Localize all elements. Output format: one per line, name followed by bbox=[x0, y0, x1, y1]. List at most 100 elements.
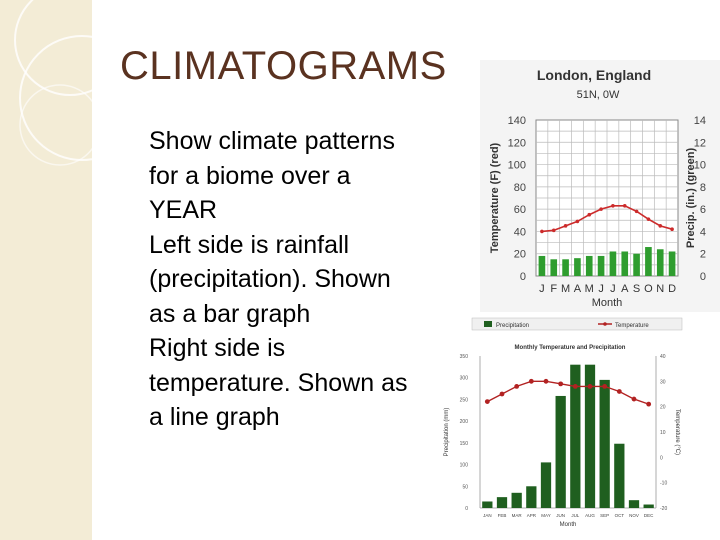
temperature-point bbox=[528, 378, 534, 384]
x-tick-label: O bbox=[644, 283, 653, 295]
right-tick-label: 0 bbox=[660, 455, 663, 461]
x-tick-label: OCT bbox=[615, 513, 625, 518]
right-tick-label: 10 bbox=[694, 160, 706, 172]
bullet-item: Right side is temperature. Shown as a li… bbox=[130, 331, 420, 435]
precip-bar bbox=[482, 501, 493, 508]
x-tick-label: N bbox=[656, 283, 664, 295]
x-tick-label: D bbox=[668, 283, 676, 295]
x-tick-label: MAY bbox=[541, 513, 550, 518]
left-tick-label: 100 bbox=[508, 160, 526, 172]
temperature-point bbox=[558, 381, 564, 387]
x-tick-label: AUG bbox=[585, 513, 595, 518]
temperature-point bbox=[646, 217, 651, 221]
legend-label-precipitation: Precipitation bbox=[496, 323, 529, 329]
x-tick-label: JUL bbox=[571, 513, 579, 518]
right-tick-label: 30 bbox=[660, 379, 666, 385]
left-tick-label: 300 bbox=[460, 376, 469, 382]
x-tick-label: SEP bbox=[600, 513, 609, 518]
y-axis-label-right: Precip. (in.) (green) bbox=[685, 148, 697, 249]
right-tick-label: 40 bbox=[660, 354, 666, 360]
left-tick-label: 150 bbox=[460, 441, 469, 447]
precip-bar bbox=[656, 249, 664, 276]
precip-bar bbox=[540, 462, 552, 508]
left-tick-label: 100 bbox=[460, 463, 469, 469]
chart-subtitle: 51N, 0W bbox=[577, 89, 620, 101]
left-tick-label: 20 bbox=[514, 249, 526, 261]
left-tick-label: 200 bbox=[460, 419, 469, 425]
temperature-point bbox=[646, 401, 652, 407]
right-tick-label: 12 bbox=[694, 137, 706, 149]
temperature-point bbox=[634, 209, 639, 214]
precip-bar bbox=[562, 259, 569, 276]
right-tick-label: -20 bbox=[660, 506, 667, 512]
y-axis-label-left: Precipitation (mm) bbox=[444, 408, 450, 457]
precip-bar bbox=[668, 251, 676, 276]
chart-title: London, England bbox=[537, 67, 651, 83]
right-tick-label: 14 bbox=[694, 115, 706, 127]
x-tick-label: NOV bbox=[629, 513, 639, 518]
left-tick-label: 120 bbox=[508, 137, 526, 149]
right-tick-label: 6 bbox=[700, 204, 706, 216]
right-tick-label: 20 bbox=[660, 405, 666, 411]
precip-bar bbox=[511, 492, 522, 508]
left-tick-label: 0 bbox=[465, 506, 468, 512]
precip-bar bbox=[599, 379, 610, 508]
temperature-point bbox=[484, 399, 490, 404]
temperature-line bbox=[487, 380, 649, 405]
precip-bar bbox=[584, 364, 596, 508]
bullet-list: Show climate patterns for a biome over a… bbox=[130, 124, 420, 435]
temperature-point bbox=[540, 229, 544, 234]
left-tick-label: 250 bbox=[460, 397, 469, 403]
precip-bar bbox=[550, 259, 558, 276]
x-axis-label: Month bbox=[560, 522, 577, 528]
left-tick-label: 40 bbox=[514, 226, 526, 238]
precip-bar bbox=[643, 504, 654, 508]
precip-bar bbox=[585, 255, 593, 276]
left-tick-label: 350 bbox=[460, 354, 469, 360]
bullet-item: Show climate patterns for a biome over a… bbox=[130, 124, 420, 228]
temperature-point bbox=[575, 219, 580, 224]
precip-bar bbox=[570, 364, 581, 508]
precip-bar bbox=[614, 443, 625, 508]
temperature-point bbox=[551, 228, 556, 233]
precip-bar bbox=[526, 486, 537, 508]
right-tick-label: -10 bbox=[660, 481, 667, 487]
bullet-text: Left side is rainfall (precipitation). S… bbox=[149, 230, 391, 328]
left-tick-label: 60 bbox=[514, 204, 526, 216]
chart-title: Monthly Temperature and Precipitation bbox=[515, 345, 626, 351]
x-tick-label: A bbox=[574, 283, 582, 295]
precip-bar bbox=[645, 247, 652, 276]
x-tick-label: JUN bbox=[556, 513, 565, 518]
temperature-point bbox=[631, 396, 637, 402]
x-tick-label: M bbox=[561, 283, 570, 295]
x-tick-label: J bbox=[610, 283, 616, 295]
temperature-point bbox=[587, 212, 592, 217]
precip-bar bbox=[555, 395, 566, 508]
temperature-point bbox=[670, 227, 674, 231]
x-tick-label: J bbox=[598, 283, 604, 295]
temperature-point bbox=[622, 204, 627, 208]
temperature-point bbox=[611, 204, 615, 208]
legend-box bbox=[471, 317, 683, 331]
x-tick-label: A bbox=[621, 283, 629, 295]
decorative-circles bbox=[14, 0, 92, 166]
x-tick-label: FEB bbox=[498, 513, 507, 518]
temperature-point bbox=[599, 207, 603, 211]
temperature-point bbox=[602, 384, 608, 389]
precip-bar bbox=[609, 251, 617, 276]
left-tick-label: 140 bbox=[508, 115, 526, 127]
legend-label-temperature: Temperature bbox=[615, 323, 649, 329]
y-axis-label-left: Temperature (F) (red) bbox=[489, 142, 501, 253]
x-tick-label: JAN bbox=[483, 513, 492, 518]
right-tick-label: 8 bbox=[700, 182, 706, 194]
x-tick-label: F bbox=[550, 283, 557, 295]
bullet-text: Show climate patterns for a biome over a… bbox=[149, 127, 395, 224]
right-tick-label: 0 bbox=[700, 271, 706, 283]
temperature-point bbox=[563, 224, 568, 228]
x-tick-label: DEC bbox=[644, 513, 654, 518]
x-tick-label: MAR bbox=[512, 513, 523, 518]
precip-bar bbox=[574, 258, 581, 276]
precip-bar bbox=[628, 500, 640, 508]
temperature-point bbox=[543, 378, 549, 384]
